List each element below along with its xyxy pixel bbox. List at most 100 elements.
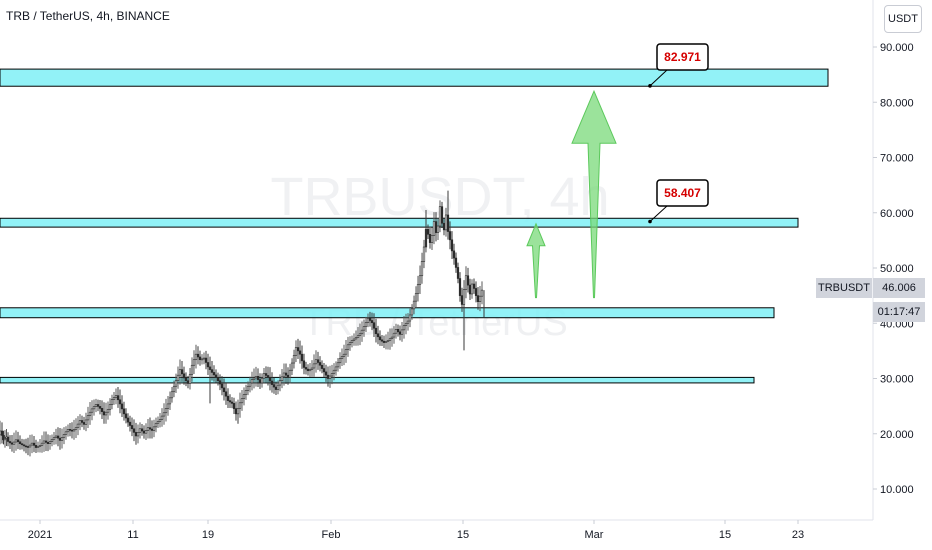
candle-body [438, 206, 442, 227]
candle-body [430, 235, 434, 243]
candle-body [70, 429, 74, 432]
candle-body [94, 404, 98, 407]
candle-body [12, 441, 16, 445]
candle-body [14, 439, 18, 443]
candle-body [56, 435, 60, 439]
candle-body [350, 340, 354, 343]
candle-body [262, 373, 266, 379]
candle-body [190, 364, 194, 375]
target-callout-box [656, 179, 709, 207]
time-tick-label: 15 [719, 529, 731, 541]
candle-body [266, 375, 270, 378]
candle-body [324, 371, 328, 376]
candle-body [356, 335, 360, 338]
candle-body [60, 437, 64, 441]
candle-body [354, 337, 358, 340]
price-tick-label: 10.000 [880, 484, 914, 496]
candle-body [268, 377, 272, 382]
candle-body [448, 231, 452, 241]
candle-body [112, 397, 116, 400]
time-scale[interactable]: 2021 11 19 Feb 15 Mar 15 23 [28, 520, 804, 541]
candle-body [200, 358, 204, 361]
candle-body [468, 284, 472, 295]
candle-body [294, 347, 298, 356]
candle-body [206, 362, 210, 368]
candle-layer [0, 190, 485, 457]
candle-body [388, 338, 392, 341]
candle-body [68, 429, 72, 431]
candle-body [138, 428, 142, 433]
candle-body [74, 427, 78, 430]
candle-body [428, 233, 432, 243]
candle-body [416, 284, 420, 294]
candle-body [472, 283, 476, 289]
candle-body [402, 325, 406, 331]
candle-body [194, 353, 198, 361]
price-tick-label: 60.000 [880, 208, 914, 220]
candle-body [230, 401, 234, 404]
price-tick-label: 70.000 [880, 153, 914, 165]
candle-body [276, 384, 280, 390]
candle-body [144, 430, 148, 434]
candle-body [84, 419, 88, 425]
candle-body [134, 432, 138, 437]
candle-body [172, 385, 176, 393]
candle-body [326, 374, 330, 379]
candle-body [270, 380, 274, 385]
candle-body [158, 419, 162, 422]
target-arrow-2 [571, 89, 617, 299]
candle-body [368, 317, 372, 321]
candle-body [3, 438, 7, 441]
candle-body [246, 385, 250, 391]
candle-body [120, 403, 124, 410]
candle-body [252, 377, 256, 380]
candle-body [166, 403, 170, 409]
candle-body [384, 341, 388, 343]
candle-body [10, 442, 14, 445]
target-callout-layer: 82.971 58.407 [648, 43, 709, 224]
candle-body [342, 353, 346, 357]
time-tick-label: 23 [792, 529, 804, 541]
candle-body [392, 332, 396, 338]
candle-body [146, 427, 150, 431]
candle-body [110, 399, 114, 405]
candle-body [82, 422, 86, 425]
candle-body [446, 214, 450, 232]
candle-body [136, 432, 140, 437]
candle-body [366, 317, 370, 323]
candle-body [456, 267, 460, 279]
price-scale[interactable]: 10.00020.00030.00040.00050.00060.00070.0… [873, 42, 914, 496]
candle-body [360, 329, 364, 335]
candle-body [54, 435, 58, 438]
candle-body [34, 445, 38, 448]
candle-body [278, 380, 282, 386]
time-tick-label: Feb [322, 529, 341, 541]
candle-body [362, 326, 366, 331]
candle-body [170, 391, 174, 399]
candle-body [150, 428, 154, 431]
callout-pointer [649, 205, 668, 222]
candle-body [182, 373, 186, 379]
candle-body [442, 222, 446, 231]
candle-body [310, 367, 314, 370]
candle-body [242, 394, 246, 399]
candle-body [404, 322, 408, 326]
bar-countdown-label: 01:17:47 [873, 302, 925, 322]
candle-body [132, 428, 136, 433]
candle-body [332, 369, 336, 374]
candle-body [400, 329, 404, 335]
candle-body [314, 359, 318, 365]
currency-button[interactable]: USDT [884, 5, 922, 33]
candle-body [62, 434, 66, 438]
candle-body [264, 373, 268, 376]
candle-body [30, 442, 34, 446]
candle-body [256, 375, 260, 380]
candle-body [374, 327, 378, 335]
candle-body [434, 221, 438, 233]
candle-body [250, 379, 254, 384]
candle-body [50, 438, 54, 442]
candle-body [188, 374, 192, 384]
candle-body [258, 379, 262, 384]
candle-body [226, 395, 230, 401]
